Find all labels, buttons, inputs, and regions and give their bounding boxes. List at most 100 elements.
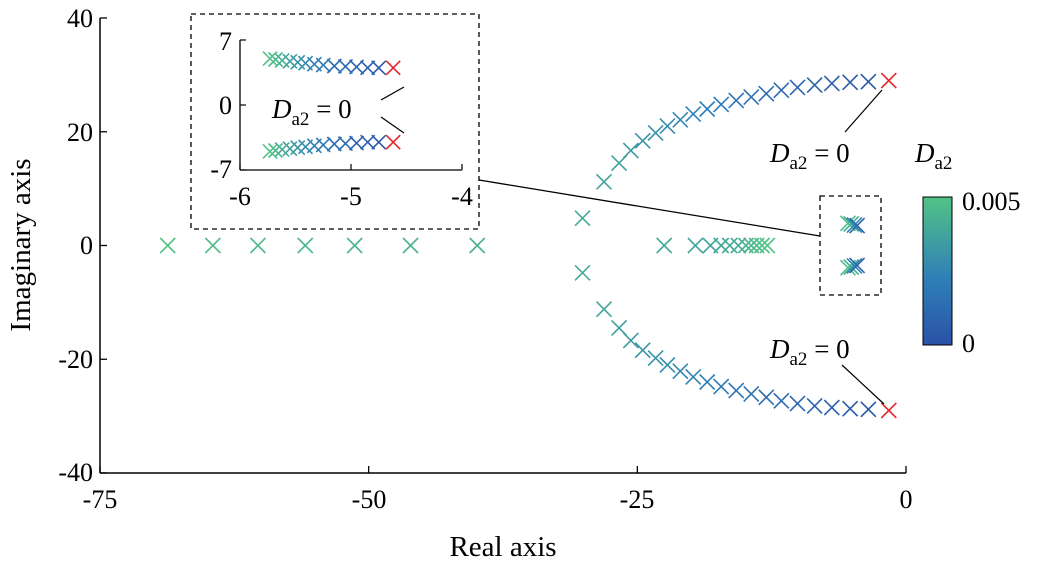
y-tick-label: -20 <box>58 345 93 374</box>
root-marker-stroke <box>728 92 745 109</box>
colorbar-title-sub: a2 <box>935 153 953 174</box>
root-marker-stroke <box>699 373 716 391</box>
root-marker-stroke <box>634 342 651 359</box>
upper-annotation-sub: a2 <box>790 153 808 174</box>
root-marker-stroke <box>839 215 857 232</box>
root-marker <box>685 368 702 385</box>
inset-root-marker-stroke <box>267 51 284 68</box>
x-tick-label: -25 <box>620 485 655 514</box>
root-marker <box>402 237 419 254</box>
root-marker <box>574 264 591 281</box>
root-marker <box>249 237 267 254</box>
colorbar-title-main: D <box>914 138 935 168</box>
axis-ticks <box>99 17 907 474</box>
root-marker <box>685 106 702 123</box>
inset-root-marker-stroke <box>274 142 290 158</box>
root-marker-stroke <box>843 215 860 232</box>
root-marker <box>860 73 877 90</box>
inset-root-marker <box>274 52 290 68</box>
inset-root-marker <box>337 135 354 152</box>
root-marker-stroke <box>880 72 897 89</box>
root-marker <box>656 237 673 254</box>
inset-annotation-main: D <box>271 94 292 124</box>
inset-root-marker-stroke <box>262 143 278 159</box>
root-marker-stroke <box>823 75 840 92</box>
root-marker-stroke <box>849 217 866 234</box>
root-marker-stroke <box>721 237 738 254</box>
root-marker <box>789 79 806 96</box>
root-marker <box>672 111 689 128</box>
root-marker <box>846 257 863 275</box>
inset-root-marker-stroke <box>274 52 290 68</box>
root-marker <box>297 237 314 254</box>
inset-axis-ticks <box>239 39 463 171</box>
y-tick-label: -40 <box>58 458 93 487</box>
root-marker-stroke <box>843 259 860 276</box>
lower-annotation: Da2 = 0 <box>769 334 850 370</box>
root-marker-stroke <box>743 385 760 403</box>
root-marker-stroke <box>249 237 267 254</box>
root-marker-stroke <box>860 401 877 418</box>
inset-x-tick-label: -6 <box>229 182 251 211</box>
root-marker <box>610 319 628 337</box>
inset-annotation-leader-lower <box>380 116 405 134</box>
root-marker-stroke <box>610 154 628 172</box>
root-marker <box>806 77 823 94</box>
root-marker <box>346 237 363 254</box>
inset-x-tick-label: -4 <box>451 182 473 211</box>
inset-y-tick-label: -7 <box>210 155 232 184</box>
inset-x-tick-label: -5 <box>340 182 362 211</box>
root-marker <box>634 342 651 359</box>
inset-annotation-sub: a2 <box>292 109 310 130</box>
root-marker <box>842 74 859 91</box>
root-marker <box>728 92 745 109</box>
root-marker-stroke <box>773 82 790 99</box>
root-marker-stroke <box>610 319 628 337</box>
root-marker-stroke <box>574 264 591 281</box>
inset-root-marker-stroke <box>290 54 306 70</box>
root-marker-stroke <box>860 73 877 90</box>
lower-annotation-rest: = 0 <box>807 334 849 364</box>
root-marker <box>647 124 664 141</box>
root-marker-stroke <box>685 368 702 385</box>
root-marker <box>743 385 760 403</box>
inset-root-marker-stroke <box>262 51 278 67</box>
inset-root-marker <box>262 51 278 67</box>
inset-root-marker <box>385 60 401 76</box>
y-axis-title: Imaginary axis <box>5 158 37 331</box>
inset-annotation: Da2 = 0 <box>271 94 352 130</box>
inset-root-marker-stroke <box>348 59 365 75</box>
root-marker-stroke <box>728 382 745 399</box>
inset-root-marker <box>348 135 365 151</box>
root-marker <box>713 378 730 395</box>
inset-root-marker <box>371 60 387 76</box>
root-marker <box>159 237 176 254</box>
root-marker-stroke <box>758 85 775 102</box>
root-marker <box>730 237 747 254</box>
inset-root-marker <box>371 134 387 150</box>
root-marker-stroke <box>159 237 176 254</box>
root-marker-stroke <box>846 216 863 234</box>
root-marker <box>713 96 730 113</box>
root-marker <box>469 237 486 254</box>
root-marker <box>839 215 857 232</box>
root-marker-stroke <box>647 124 664 141</box>
root-marker <box>721 237 738 254</box>
root-marker-stroke <box>806 397 823 414</box>
root-marker-stroke <box>823 399 840 416</box>
root-marker-stroke <box>758 389 775 406</box>
root-marker <box>806 397 823 414</box>
inset-panel: 7 0 -7 -6 -5 -4 Da2 = 0 <box>190 13 480 230</box>
root-marker <box>860 401 877 418</box>
inset-root-marker <box>274 142 290 158</box>
root-marker-stroke <box>659 356 676 374</box>
root-marker-stroke <box>687 237 704 254</box>
inset-root-marker-stroke <box>306 56 322 72</box>
inset-root-marker-stroke <box>326 136 342 152</box>
root-marker <box>610 154 628 172</box>
inset-root-marker-stroke <box>267 142 284 159</box>
inset-root-marker <box>337 58 354 75</box>
root-marker-stroke <box>743 88 760 106</box>
root-marker <box>839 259 857 276</box>
